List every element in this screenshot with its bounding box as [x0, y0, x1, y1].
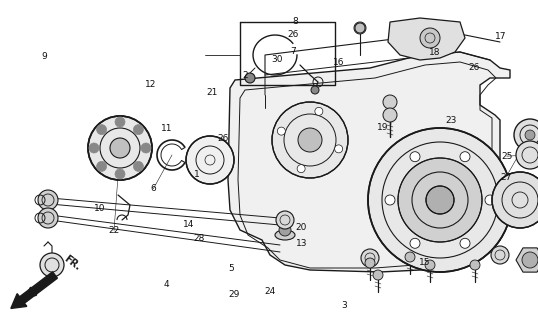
Circle shape — [410, 238, 420, 248]
Circle shape — [141, 143, 151, 153]
Text: 14: 14 — [182, 220, 194, 228]
Circle shape — [426, 186, 454, 214]
Circle shape — [410, 152, 420, 162]
FancyArrow shape — [11, 272, 58, 308]
Circle shape — [485, 195, 495, 205]
Text: 6: 6 — [151, 184, 156, 193]
Polygon shape — [516, 248, 538, 272]
Text: 30: 30 — [271, 55, 283, 64]
Polygon shape — [228, 52, 510, 272]
Text: 27: 27 — [500, 173, 512, 182]
Circle shape — [97, 124, 107, 135]
Circle shape — [425, 260, 435, 270]
Text: 20: 20 — [295, 223, 307, 232]
Circle shape — [383, 95, 397, 109]
Text: 3: 3 — [342, 301, 347, 310]
Text: 28: 28 — [193, 234, 205, 243]
Circle shape — [40, 253, 64, 277]
Circle shape — [460, 238, 470, 248]
Text: 29: 29 — [228, 290, 240, 299]
Text: 10: 10 — [94, 204, 105, 212]
Circle shape — [365, 258, 375, 268]
Text: 17: 17 — [494, 32, 506, 41]
Text: 7: 7 — [291, 47, 296, 56]
Polygon shape — [388, 18, 465, 60]
Circle shape — [186, 136, 234, 184]
Text: 4: 4 — [164, 280, 169, 289]
Circle shape — [298, 128, 322, 152]
Text: 5: 5 — [229, 264, 234, 273]
Text: 12: 12 — [145, 80, 157, 89]
Circle shape — [97, 161, 107, 172]
Text: 18: 18 — [429, 48, 441, 57]
Circle shape — [311, 86, 319, 94]
Text: 26: 26 — [469, 63, 480, 72]
Ellipse shape — [275, 230, 295, 240]
Text: 2: 2 — [242, 71, 247, 80]
Circle shape — [89, 143, 99, 153]
Circle shape — [38, 208, 58, 228]
Text: 15: 15 — [419, 258, 431, 267]
Text: 25: 25 — [501, 152, 513, 161]
Circle shape — [115, 117, 125, 127]
Circle shape — [385, 195, 395, 205]
Circle shape — [38, 190, 58, 210]
Circle shape — [133, 161, 144, 172]
Circle shape — [315, 107, 323, 115]
Circle shape — [470, 260, 480, 270]
Circle shape — [525, 130, 535, 140]
Circle shape — [272, 102, 348, 178]
Text: 24: 24 — [265, 287, 275, 296]
Circle shape — [405, 252, 415, 262]
Circle shape — [115, 169, 125, 179]
Circle shape — [297, 165, 305, 173]
Text: 19: 19 — [377, 123, 389, 132]
Text: 26: 26 — [217, 134, 229, 143]
Text: FR.: FR. — [62, 253, 82, 272]
Circle shape — [373, 270, 383, 280]
Circle shape — [245, 73, 255, 83]
Circle shape — [276, 211, 294, 229]
Text: 16: 16 — [333, 58, 345, 67]
Circle shape — [516, 141, 538, 169]
Circle shape — [420, 28, 440, 48]
Text: 26: 26 — [287, 30, 299, 39]
Circle shape — [133, 124, 144, 135]
Circle shape — [514, 119, 538, 151]
Circle shape — [278, 127, 285, 135]
Text: 22: 22 — [109, 226, 119, 235]
Circle shape — [361, 249, 379, 267]
Text: 8: 8 — [292, 17, 298, 26]
Circle shape — [522, 252, 538, 268]
Circle shape — [354, 22, 366, 34]
Text: 21: 21 — [207, 88, 218, 97]
Circle shape — [398, 158, 482, 242]
Circle shape — [492, 172, 538, 228]
Text: 13: 13 — [295, 239, 307, 248]
Text: 9: 9 — [41, 52, 47, 60]
Circle shape — [368, 128, 512, 272]
Circle shape — [277, 212, 293, 228]
Text: 11: 11 — [161, 124, 173, 132]
Circle shape — [383, 108, 397, 122]
Circle shape — [110, 138, 130, 158]
Circle shape — [335, 145, 343, 153]
Text: 1: 1 — [194, 170, 199, 179]
Text: 23: 23 — [445, 116, 457, 125]
Circle shape — [88, 116, 152, 180]
Circle shape — [279, 224, 291, 236]
Circle shape — [460, 152, 470, 162]
Circle shape — [491, 246, 509, 264]
